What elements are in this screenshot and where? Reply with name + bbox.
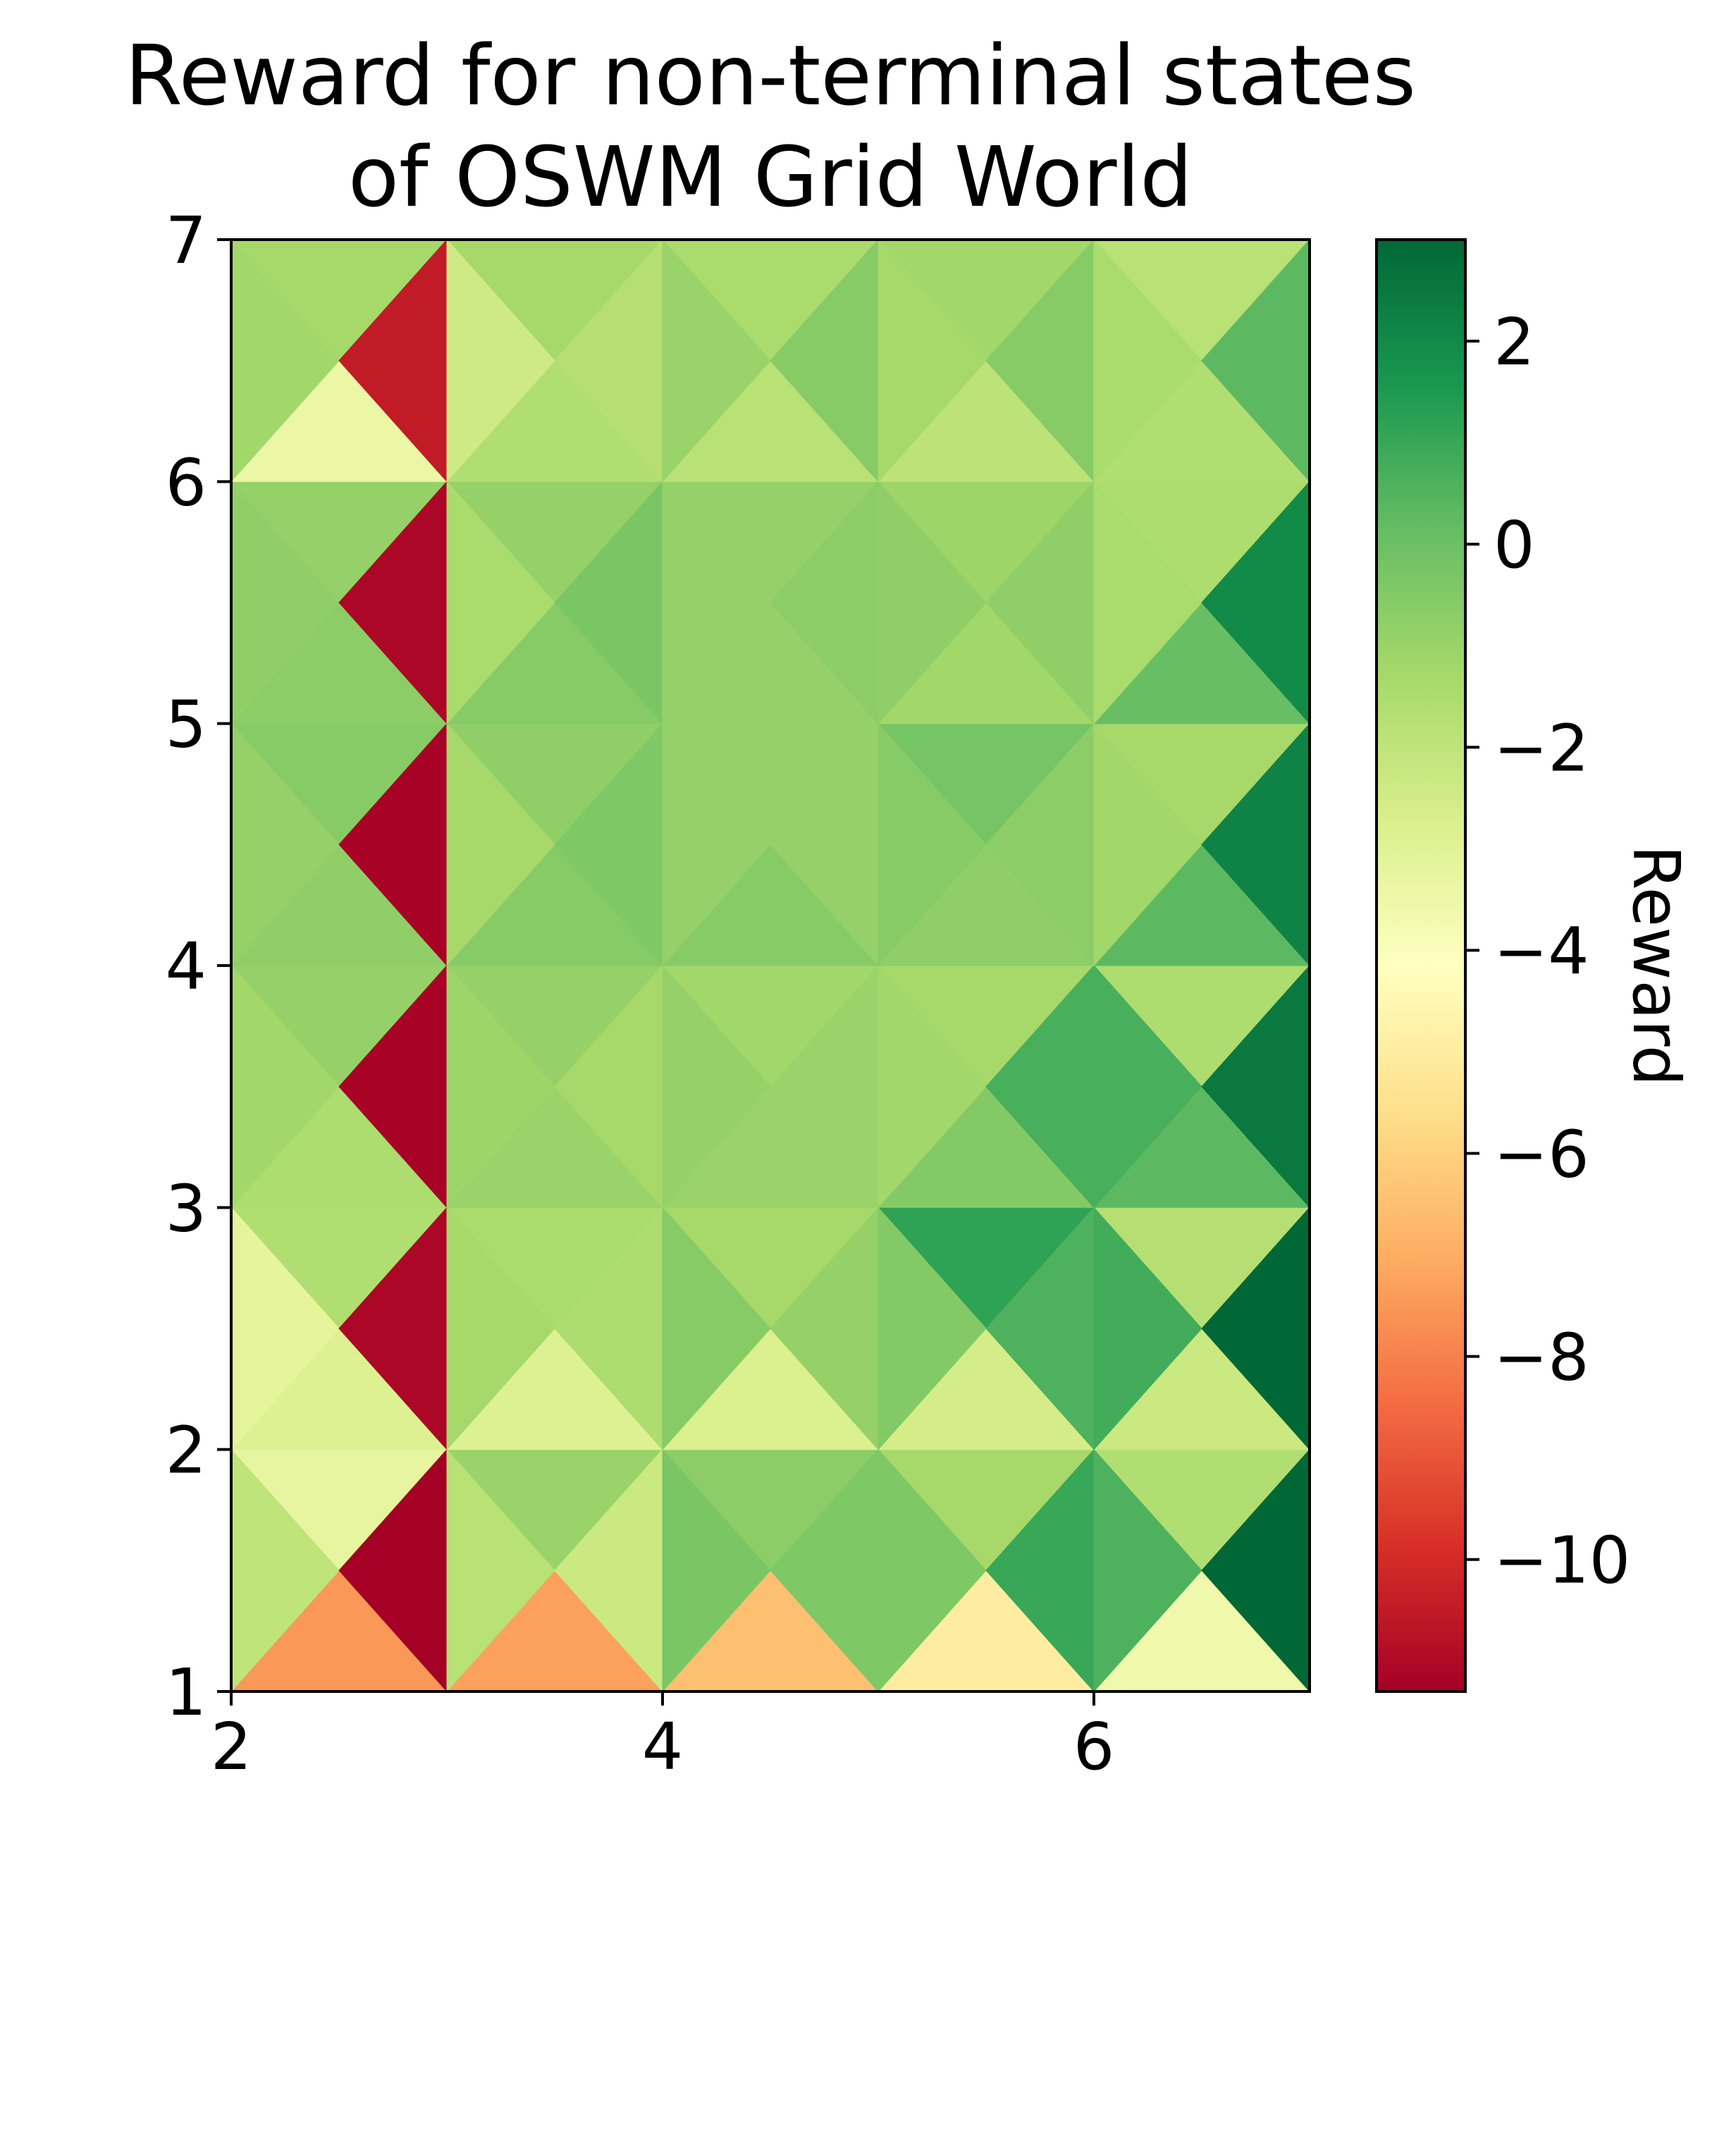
- x-tick-label: 2: [211, 1709, 252, 1785]
- colorbar-tick-label: 2: [1494, 304, 1535, 380]
- colorbar-label: Reward: [1618, 845, 1694, 1087]
- wedge-left-x2-y6: [231, 240, 340, 483]
- x-tick-label: 4: [642, 1709, 684, 1785]
- wedge-left-x5-y1: [878, 1448, 987, 1691]
- y-tick-label: 5: [165, 687, 207, 763]
- y-tick-label: 2: [165, 1413, 207, 1489]
- colorbar-tick-label: −4: [1494, 913, 1589, 989]
- wedge-left-x5-y6: [878, 240, 987, 483]
- wedge-left-x4-y1: [662, 1448, 771, 1691]
- chart-title-line-2: of OSWM Grid World: [348, 128, 1193, 226]
- wedge-left-x5-y2: [878, 1206, 987, 1451]
- y-tick-label: 3: [165, 1171, 207, 1246]
- colorbar-axis: 2 0 −2 −4 −6 −8 −10: [1465, 304, 1630, 1598]
- wedge-left-x5-y4: [878, 722, 987, 967]
- wedge-left-x6-y2: [1093, 1206, 1202, 1451]
- wedge-left-x6-y3: [1093, 964, 1202, 1209]
- wedge-right-x6-y5: [1201, 481, 1310, 725]
- wedge-left-x3-y2: [446, 1206, 555, 1451]
- y-tick-label: 7: [165, 203, 207, 278]
- wedge-right-x6-y2: [1201, 1207, 1310, 1450]
- y-tick-label: 6: [165, 445, 207, 520]
- wedge-left-x2-y5: [231, 481, 340, 725]
- colorbar-tick-label: −6: [1494, 1117, 1589, 1192]
- wedge-left-x5-y3: [878, 964, 987, 1209]
- wedge-left-x2-y4: [231, 722, 340, 966]
- wedge-left-x3-y3: [446, 964, 555, 1209]
- x-axis: 2 4 6: [211, 1691, 1115, 1785]
- wedge-left-x3-y1: [446, 1448, 555, 1691]
- wedge-right-x6-y3: [1201, 965, 1310, 1209]
- wedge-left-x6-y4: [1093, 722, 1202, 967]
- wedge-right-x6-y4: [1201, 722, 1310, 966]
- y-tick-label: 4: [165, 929, 207, 1004]
- y-tick-label: 1: [165, 1655, 207, 1730]
- wedge-left-x6-y6: [1093, 240, 1202, 483]
- wedge-left-x6-y1: [1093, 1448, 1202, 1691]
- colorbar: [1377, 240, 1465, 1691]
- chart-title-line-1: Reward for non-terminal states: [125, 27, 1416, 124]
- wedge-left-x5-y5: [878, 480, 987, 725]
- wedge-left-x2-y2: [231, 1207, 340, 1450]
- wedge-left-x4-y4: [662, 722, 771, 967]
- wedge-left-x3-y6: [446, 240, 555, 483]
- wedge-left-x4-y2: [662, 1206, 771, 1451]
- wedge-right-x6-y1: [1201, 1448, 1310, 1691]
- colorbar-frame: [1375, 238, 1467, 1693]
- wedge-left-x4-y6: [662, 240, 771, 483]
- colorbar-tick-label: −10: [1494, 1523, 1630, 1598]
- wedge-right-x6-y6: [1201, 240, 1310, 483]
- wedge-left-x3-y5: [446, 480, 555, 725]
- wedge-left-x4-y5: [662, 480, 771, 725]
- y-axis: 1 2 3 4 5 6 7: [165, 203, 231, 1730]
- wedge-left-x6-y5: [1093, 480, 1202, 725]
- heatmap-wedges: [231, 240, 1310, 1691]
- wedge-left-x4-y3: [662, 964, 771, 1209]
- wedge-left-x3-y4: [446, 722, 555, 967]
- colorbar-tick-label: 0: [1494, 507, 1535, 583]
- colorbar-tick-label: −2: [1494, 710, 1589, 786]
- colorbar-tick-label: −8: [1494, 1320, 1589, 1395]
- x-tick-label: 6: [1073, 1709, 1115, 1785]
- wedge-left-x2-y1: [231, 1448, 340, 1691]
- wedge-left-x2-y3: [231, 965, 340, 1209]
